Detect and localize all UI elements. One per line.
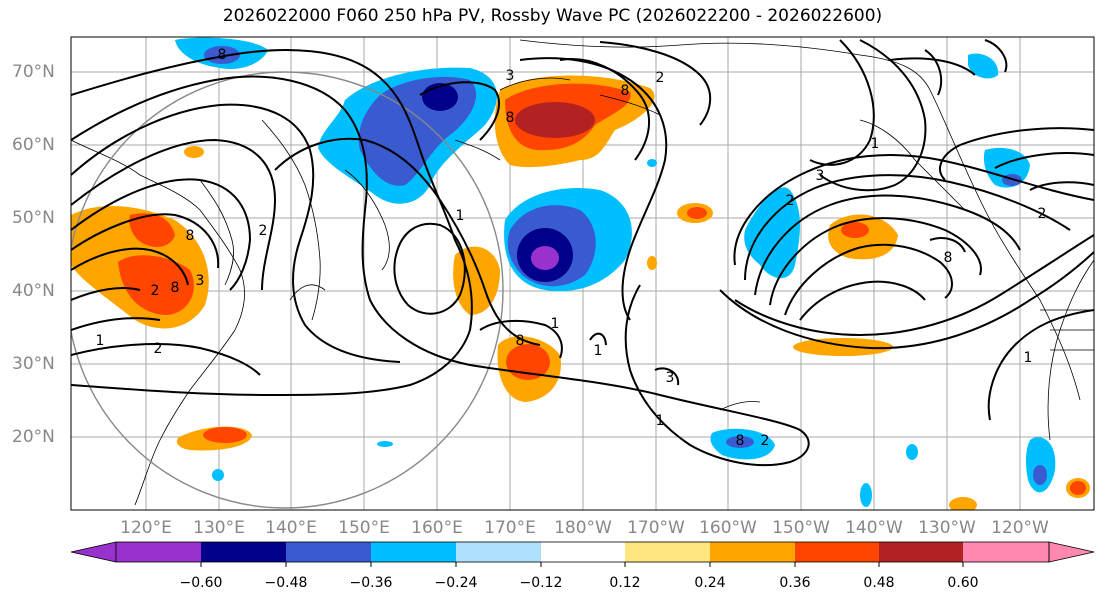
contour-label: 1 [1024, 350, 1033, 366]
coastlines [71, 39, 1094, 506]
colorbar-tick-label: −0.36 [349, 575, 393, 591]
lon-label: 140°W [845, 518, 903, 538]
colorbar-tick-label: 0.48 [863, 575, 895, 591]
colorbar-bin [963, 542, 1049, 562]
contour-label: 2 [656, 70, 665, 86]
lon-label: 150°E [338, 518, 390, 538]
contour-label: 2 [259, 223, 268, 239]
lon-label: 150°W [772, 518, 830, 538]
contour-label: 2 [761, 433, 770, 449]
contour-label: 8 [736, 433, 745, 449]
contour-labels: 8 3 2 8 8 8 2 8 3 2 1 1 2 8 3 1 8 1 1 8 … [96, 47, 1047, 449]
lon-label: 160°E [411, 518, 463, 538]
lon-label: 120°W [991, 518, 1049, 538]
colorbar-bin [541, 542, 625, 562]
lon-label: 160°W [699, 518, 757, 538]
contour-label: 2 [786, 193, 795, 209]
colorbar-tick-label: 0.12 [609, 575, 641, 591]
lat-label-60n: 60°N [12, 135, 55, 155]
colorbar-tick-label: −0.24 [434, 575, 478, 591]
colorbar-tick-label: 0.60 [947, 575, 979, 591]
contour-label: 3 [196, 273, 205, 289]
colorbar-tick-label: −0.48 [264, 575, 308, 591]
range-circle [71, 71, 504, 509]
lat-label-20n: 20°N [12, 427, 55, 447]
colorbar-tick-label: 0.36 [779, 575, 811, 591]
lon-label: 140°E [265, 518, 317, 538]
contour-label: 1 [594, 343, 603, 359]
contour-label: 1 [551, 316, 560, 332]
contour-label: 2 [154, 341, 163, 357]
pv-anomaly-fills [71, 37, 1090, 510]
contour-label: 1 [456, 208, 465, 224]
lon-label: 120°E [120, 518, 172, 538]
contour-label: 2 [1038, 206, 1047, 222]
contour-label: 8 [621, 83, 630, 99]
map-title: 2026022000 F060 250 hPa PV, Rossby Wave … [222, 6, 883, 26]
lon-label: 130°E [193, 518, 245, 538]
contour-label: 3 [666, 370, 675, 386]
lat-label-40n: 40°N [12, 281, 55, 301]
contour-label: 3 [816, 168, 825, 184]
contour-label: 8 [944, 250, 953, 266]
colorbar-bin [625, 542, 710, 562]
contour-label: 8 [506, 110, 515, 126]
contour-label: 8 [516, 333, 525, 349]
colorbar-bin [795, 542, 879, 562]
colorbar-bin [286, 542, 371, 562]
lat-label-70n: 70°N [12, 62, 55, 82]
pv-contours [71, 39, 1094, 467]
contour-label: 1 [96, 333, 105, 349]
lon-label: 170°E [484, 518, 536, 538]
colorbar-bin [710, 542, 795, 562]
colorbar-bin [116, 542, 201, 562]
colorbar-tick-label: −0.12 [519, 575, 563, 591]
colorbar-bin [456, 542, 541, 562]
colorbar [70, 541, 1095, 567]
contour-label: 8 [171, 280, 180, 296]
lat-label-50n: 50°N [12, 208, 55, 228]
colorbar-bin [879, 542, 963, 562]
lat-label-30n: 30°N [12, 354, 55, 374]
colorbar-low-extend [70, 541, 117, 563]
colorbar-bin [201, 542, 286, 562]
contour-label: 8 [218, 47, 227, 63]
colorbar-tick-label: −0.60 [179, 575, 223, 591]
contour-label: 2 [151, 283, 160, 299]
lon-label: 130°W [918, 518, 976, 538]
contour-label: 1 [871, 136, 880, 152]
lon-label: 170°W [627, 518, 685, 538]
colorbar-high-extend [1048, 541, 1095, 563]
contour-label: 8 [186, 228, 195, 244]
colorbar-tick-label: 0.24 [694, 575, 726, 591]
contour-label: 1 [656, 413, 665, 429]
contour-label: 3 [506, 68, 515, 84]
colorbar-bin [371, 542, 456, 562]
lon-label: 180°W [554, 518, 612, 538]
